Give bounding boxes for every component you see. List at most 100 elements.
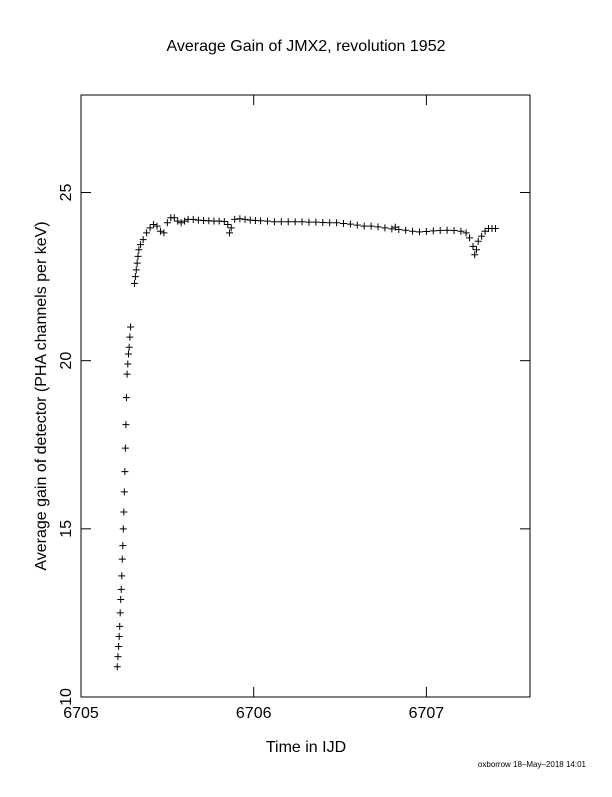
data-point	[291, 218, 299, 226]
data-point	[443, 226, 451, 234]
data-point	[132, 266, 140, 274]
y-tick-label: 15	[58, 520, 75, 538]
data-point	[469, 242, 477, 250]
data-point	[125, 343, 133, 351]
data-point	[339, 219, 347, 227]
data-point	[124, 360, 132, 368]
data-point	[114, 653, 122, 661]
data-point	[227, 224, 235, 232]
data-point	[133, 259, 141, 267]
data-point	[117, 595, 125, 603]
y-tick-label: 10	[58, 688, 75, 706]
data-point	[115, 632, 123, 640]
data-point	[312, 218, 320, 226]
data-point	[220, 217, 228, 225]
data-point	[181, 217, 189, 225]
data-point	[472, 246, 480, 254]
data-point	[305, 218, 313, 226]
data-point	[415, 228, 423, 236]
plot-frame	[80, 94, 531, 698]
data-point	[381, 224, 389, 232]
data-point	[134, 252, 142, 260]
data-point	[119, 542, 127, 550]
y-tick-label: 20	[58, 352, 75, 370]
data-point	[226, 229, 234, 237]
data-point	[189, 215, 197, 223]
data-point	[353, 221, 361, 229]
data-point	[388, 225, 396, 233]
footer: oxborrow 18–May–2018 14:01	[478, 760, 587, 769]
x-tick-label: 6707	[409, 705, 445, 722]
data-point	[457, 227, 465, 235]
data-point	[118, 555, 126, 563]
data-point	[137, 241, 145, 249]
x-axis-label: Time in IJD	[266, 739, 346, 756]
data-point	[450, 227, 458, 235]
data-point	[116, 609, 124, 617]
data-point	[170, 214, 178, 222]
data-point	[319, 218, 327, 226]
data-point	[236, 215, 244, 223]
data-point	[122, 421, 130, 429]
data-point	[153, 222, 161, 230]
data-point	[143, 229, 151, 237]
data-point	[121, 468, 129, 476]
data-point	[264, 217, 272, 225]
data-point	[241, 215, 249, 223]
data-point	[146, 224, 154, 232]
data-point	[119, 525, 127, 533]
data-point	[127, 323, 135, 331]
data-point	[121, 444, 129, 452]
data-point	[474, 237, 482, 245]
data-point	[123, 370, 131, 378]
data-point	[436, 227, 444, 235]
data-point	[156, 227, 164, 235]
data-point	[466, 234, 474, 242]
data-point	[122, 394, 130, 402]
data-point	[231, 215, 239, 223]
data-point	[135, 246, 143, 254]
data-point	[298, 218, 306, 226]
data-point	[177, 219, 185, 227]
data-point	[422, 228, 430, 236]
data-point	[120, 488, 128, 496]
data-point	[333, 219, 341, 227]
data-point	[113, 663, 121, 671]
x-tick-label: 6706	[236, 705, 272, 722]
data-point	[429, 227, 437, 235]
data-point	[116, 622, 124, 630]
data-point	[118, 572, 126, 580]
data-point	[131, 273, 139, 281]
data-point	[326, 219, 334, 227]
data-point	[402, 226, 410, 234]
data-point	[115, 643, 123, 651]
data-point	[174, 217, 182, 225]
data-point	[139, 236, 147, 244]
data-point	[491, 225, 499, 233]
data-point	[367, 222, 375, 230]
data-point	[360, 222, 368, 230]
data-point	[120, 508, 128, 516]
data-point	[478, 232, 486, 240]
data-point	[160, 229, 168, 237]
x-tick-label: 6705	[63, 705, 99, 722]
data-point	[409, 227, 417, 235]
data-point	[395, 226, 403, 234]
data-point	[346, 220, 354, 228]
data-point	[462, 229, 470, 237]
data-point	[257, 217, 265, 225]
data-point	[117, 585, 125, 593]
data-point	[284, 218, 292, 226]
data-point	[277, 218, 285, 226]
data-point	[270, 218, 278, 226]
data-point	[126, 333, 134, 341]
data-point	[131, 279, 139, 287]
data-point	[374, 223, 382, 231]
y-tick-label: 25	[58, 184, 75, 202]
data-point	[163, 219, 171, 227]
data-point	[224, 220, 232, 228]
data-point	[471, 251, 479, 259]
chart-title: Average Gain of JMX2, revolution 1952	[167, 38, 446, 55]
